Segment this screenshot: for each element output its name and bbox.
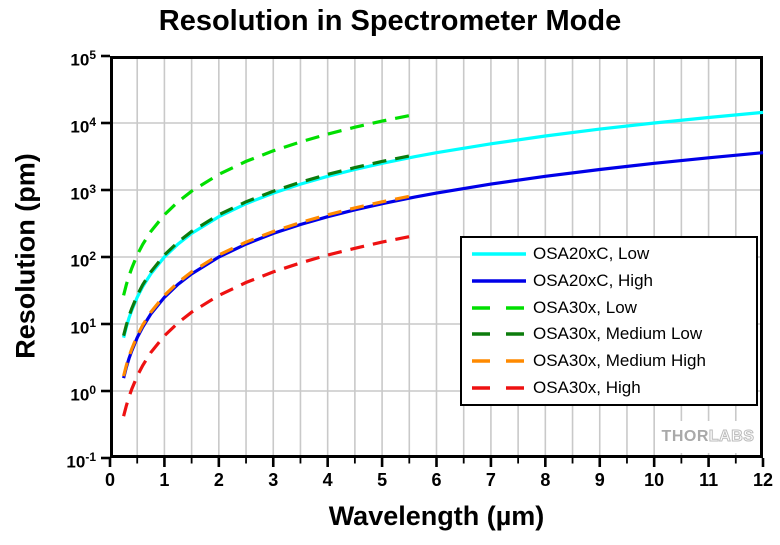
series-osa30x-medium-low (122, 153, 416, 337)
thorlabs-logo-thor: THOR (661, 428, 709, 445)
legend-label: OSA30x, High (533, 377, 641, 397)
x-tick-label: 1 (159, 470, 170, 490)
chart-title: Resolution in Spectrometer Mode (158, 5, 622, 37)
x-tick-label: 11 (699, 470, 719, 490)
x-tick-label: 8 (540, 470, 551, 490)
legend-label: OSA30x, Medium High (533, 350, 706, 370)
x-tick-label: 2 (213, 470, 224, 490)
x-tick-label: 7 (485, 470, 496, 490)
legend-label: OSA20xC, Low (533, 244, 650, 264)
legend-label: OSA30x, Low (533, 297, 637, 317)
x-tick-label: 6 (431, 470, 442, 490)
x-tick-label: 3 (268, 470, 279, 490)
plot-border (110, 56, 763, 458)
legend-label: OSA30x, Medium Low (533, 324, 703, 344)
legend-line-sample (472, 385, 526, 390)
legend-entry: OSA20xC, Low (470, 241, 756, 267)
thorlabs-logo-labs: LABS (708, 428, 755, 446)
thorlabs-logo: THOR LABS (658, 421, 758, 453)
legend-line-sample (472, 359, 526, 363)
y-tick-label: 103 (70, 182, 96, 204)
x-axis-label: Wavelength (µm) (328, 501, 545, 531)
legend-entry: OSA30x, High (470, 375, 756, 401)
y-tick-label: 104 (70, 115, 96, 137)
series-osa30x-low (122, 112, 416, 296)
legend-line-sample (472, 305, 526, 310)
y-tick-label: 10-1 (66, 450, 96, 472)
legend-line-sample (472, 279, 526, 283)
y-tick-label: 102 (70, 249, 96, 271)
x-tick-label: 4 (322, 470, 333, 490)
legend-label: OSA20xC, High (533, 270, 653, 290)
y-tick-label: 105 (70, 48, 96, 70)
y-tick-label: 100 (70, 383, 96, 405)
legend-line-sample (472, 332, 526, 336)
series-osa30x-high (122, 234, 416, 417)
y-tick-label: 101 (70, 316, 96, 338)
legend-line-sample (472, 252, 526, 257)
series-osa20xc-low (122, 110, 764, 339)
series-osa30x-medium-high (122, 193, 416, 377)
x-tick-label: 5 (377, 470, 388, 490)
legend-entry: OSA30x, Medium High (470, 348, 756, 374)
legend-entry: OSA30x, Medium Low (470, 321, 756, 347)
chart-legend: OSA20xC, Low OSA20xC, High OSA30x, Low OSA3… (460, 236, 758, 406)
y-axis-label: Resolution (pm) (10, 153, 41, 359)
x-tick-label: 10 (644, 470, 665, 490)
series-osa20xc-high (122, 151, 764, 379)
x-tick-label: 12 (752, 470, 774, 490)
legend-entry: OSA30x, Low (470, 295, 756, 321)
legend-entry: OSA20xC, High (470, 268, 756, 294)
x-tick-label: 0 (104, 470, 115, 490)
x-tick-label: 9 (594, 470, 605, 490)
